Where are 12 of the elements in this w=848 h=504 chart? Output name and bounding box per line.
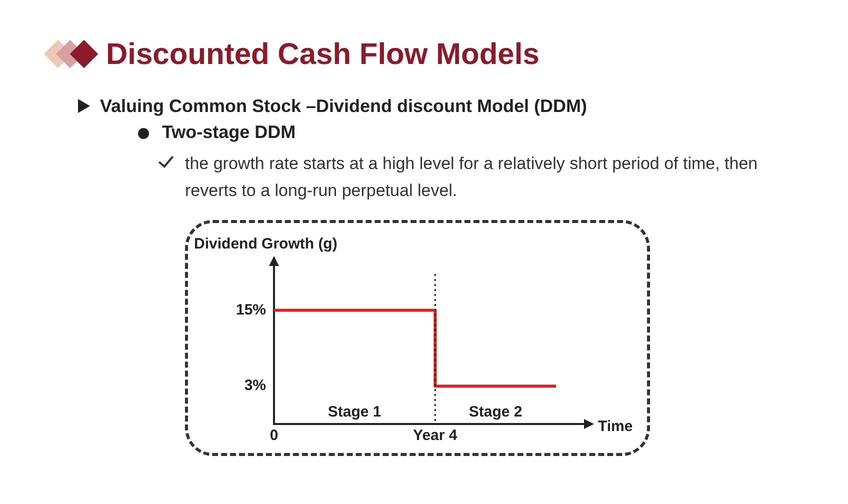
text: the growth rate starts at a high level for a relatively short period of time, then reverts to a long-run perpetual level. — [185, 153, 759, 202]
y-tick-label: 3% — [244, 377, 266, 394]
x-tick-label: Year 4 — [413, 427, 458, 444]
y-tick-label: 15% — [236, 301, 266, 318]
y-axis-title: Dividend Growth (g) — [194, 236, 338, 253]
annotation: Stage 1 — [328, 404, 382, 421]
chart-title: Discounted Cash Flow Models — [106, 38, 540, 72]
text: Two-stage DDM — [162, 122, 296, 143]
annotation: Stage 2 — [468, 404, 522, 421]
x-tick-label: 0 — [270, 427, 278, 444]
chart-subtitle: Valuing Common Stock –Dividend discount Model (DDM) — [100, 96, 588, 117]
x-axis-title: Time — [598, 418, 633, 436]
